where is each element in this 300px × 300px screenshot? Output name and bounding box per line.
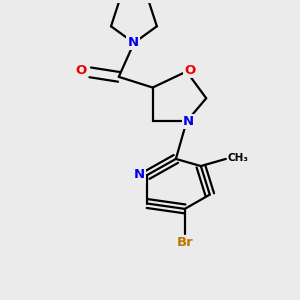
- Text: N: N: [183, 115, 194, 128]
- Text: O: O: [184, 64, 196, 77]
- Text: CH₃: CH₃: [228, 153, 249, 163]
- Text: O: O: [76, 64, 87, 77]
- Text: Br: Br: [176, 236, 193, 249]
- Text: N: N: [134, 169, 145, 182]
- Text: N: N: [128, 35, 139, 49]
